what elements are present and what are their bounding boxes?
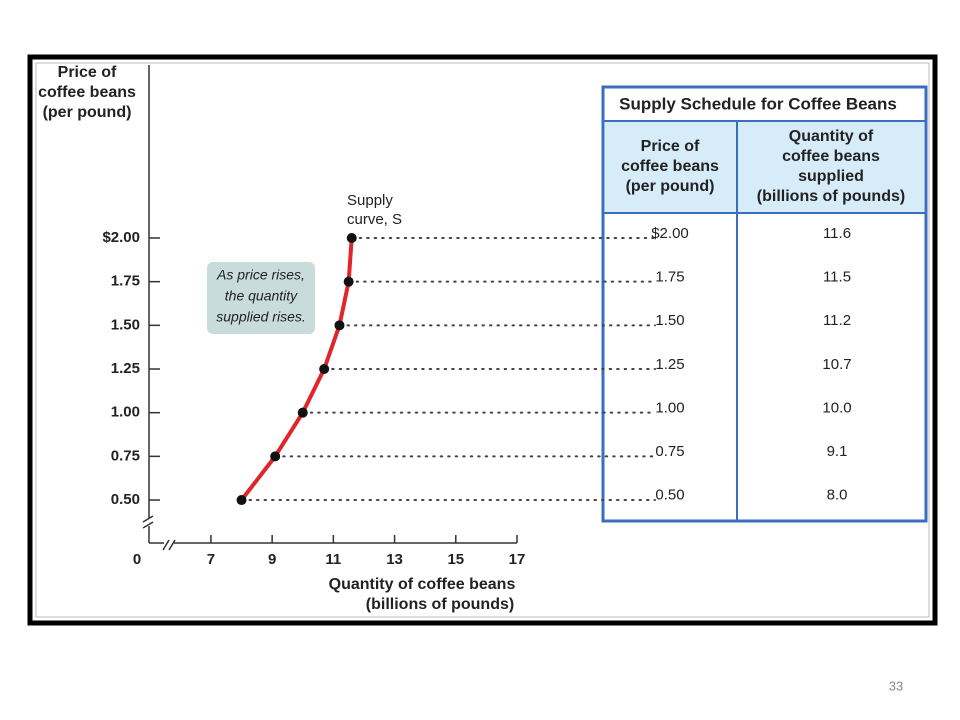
inner-frame (35, 62, 930, 618)
x-tick-label: 7 (207, 551, 215, 568)
table-column-header: (per pound) (626, 178, 715, 195)
table-column-header: Price of (641, 138, 700, 155)
table-title: Supply Schedule for Coffee Beans (619, 94, 897, 113)
x-axis-label: Quantity of coffee beans (329, 576, 516, 593)
x-tick-label: 9 (268, 551, 276, 568)
x-tick-label: 11 (325, 551, 341, 568)
table-cell: 0.75 (655, 443, 684, 460)
table-cell: 1.50 (655, 312, 684, 329)
frame (27, 54, 938, 626)
y-tick-label: 1.00 (111, 404, 140, 421)
y-tick-label: 0.75 (111, 447, 140, 464)
callout-text: As price rises, (216, 267, 305, 283)
table-cell: 10.7 (822, 356, 851, 373)
data-point (319, 364, 330, 375)
table-header-bg (605, 121, 924, 213)
table-cell: 11.2 (823, 312, 851, 329)
curve-label: Supply (347, 192, 393, 209)
table-cell: 1.75 (655, 269, 684, 286)
x-tick-label: 13 (386, 551, 403, 568)
x-axis-label: (billions of pounds) (366, 596, 514, 613)
table-cell: 1.00 (655, 399, 684, 416)
x-tick-label: 17 (509, 551, 526, 568)
y-axis-label: Price of (58, 64, 117, 81)
x-tick-label: 15 (447, 551, 464, 568)
y-axis-break (142, 515, 154, 529)
data-point (346, 232, 357, 243)
data-point (334, 320, 345, 331)
table-cell: 11.6 (823, 225, 851, 242)
callout-text: supplied rises. (216, 309, 306, 325)
y-axis-label: coffee beans (38, 84, 136, 101)
data-point (343, 276, 354, 287)
curve-label: curve, S (347, 211, 402, 228)
table-cell: 11.5 (823, 269, 851, 286)
y-tick-label: 1.75 (111, 273, 140, 290)
y-axis-label: (per pound) (43, 104, 132, 121)
table-column-header: Quantity of (789, 128, 874, 145)
table-cell: 10.0 (822, 399, 851, 416)
data-point (236, 495, 247, 506)
callout-box (207, 262, 315, 334)
callout-text: the quantity (225, 288, 298, 304)
data-point (297, 407, 308, 418)
table-cell: 0.50 (655, 487, 684, 504)
table-column-header: supplied (798, 168, 864, 185)
data-point (270, 451, 281, 462)
y-tick-label: 1.50 (111, 316, 140, 333)
table-column-header: (billions of pounds) (757, 188, 905, 205)
origin-label: 0 (133, 551, 141, 568)
y-tick-label: 1.25 (111, 360, 140, 377)
table-cell: 1.25 (655, 356, 684, 373)
table-cell: 8.0 (827, 487, 848, 504)
table-cell: 9.1 (827, 443, 848, 460)
page-number: 33 (889, 678, 903, 693)
x-axis-break (162, 539, 176, 551)
y-tick-label: $2.00 (102, 229, 140, 246)
table-cell: $2.00 (651, 225, 689, 242)
table-column-header: coffee beans (782, 148, 880, 165)
y-tick-label: 0.50 (111, 491, 140, 508)
table-column-header: coffee beans (621, 158, 719, 175)
